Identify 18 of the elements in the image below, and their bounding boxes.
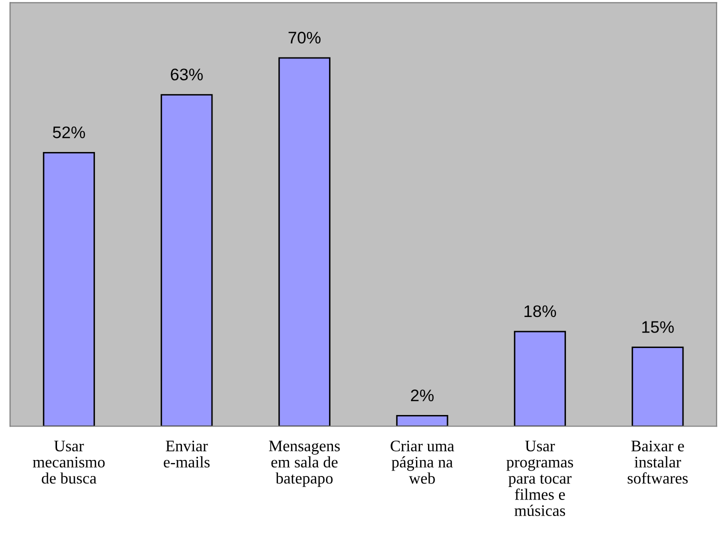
data-label: 2%: [410, 390, 434, 402]
data-label: 70%: [288, 32, 321, 44]
x-tick-label: Baixar e instalar softwares: [628, 440, 688, 484]
bar: [514, 330, 566, 426]
bar: [396, 415, 448, 426]
bar: [42, 152, 95, 426]
bar: [632, 346, 684, 426]
x-tick-label: Usar mecanismo de busca: [32, 440, 105, 484]
data-label: 18%: [524, 305, 556, 318]
bar: [160, 94, 213, 426]
data-label: 63%: [170, 68, 203, 80]
data-label: 15%: [642, 321, 674, 333]
bar: [278, 57, 330, 426]
data-label: 52%: [52, 126, 86, 138]
x-tick-label: Usar programas para tocar filmes e músicas: [506, 440, 574, 516]
x-tick-label: Criar uma página na web: [390, 440, 454, 484]
x-tick-label: Mensagens em sala de batepapo: [268, 440, 340, 487]
x-tick-label: Enviar e-mails: [164, 440, 210, 468]
